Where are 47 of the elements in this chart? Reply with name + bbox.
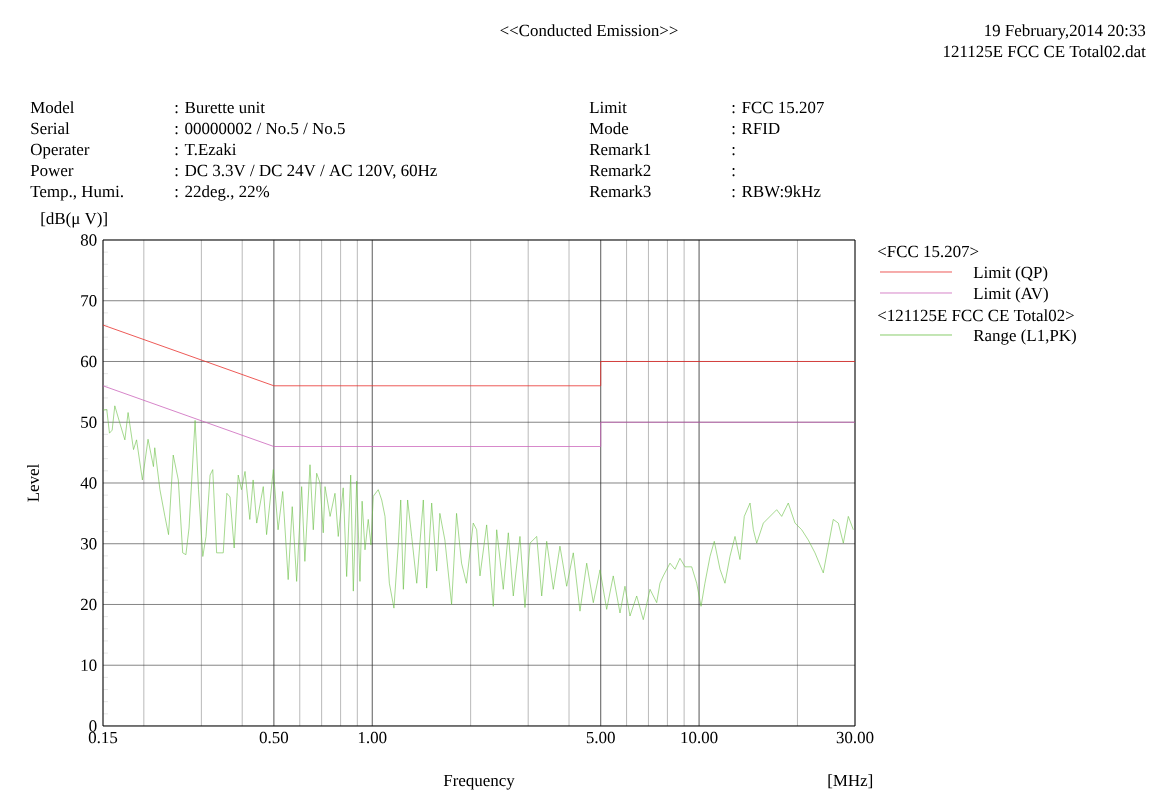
y-tick-label: 20 <box>80 598 97 611</box>
legend-label: Limit (AV) <box>973 287 1048 303</box>
y-tick-label: 60 <box>80 355 97 368</box>
y-tick-label: 10 <box>81 659 97 671</box>
x-axis-title: Frequency <box>443 774 515 790</box>
legend-label: Limit (QP) <box>973 266 1048 282</box>
text: [MHz] <box>828 774 873 789</box>
text: : T.Ezaki <box>175 143 237 156</box>
x-tick-label: 5.00 <box>586 731 615 744</box>
text: : Burette unit <box>175 101 265 114</box>
legend-title: <FCC 15.207> <box>878 245 979 258</box>
text: Mode <box>589 122 629 135</box>
x-tick-label: 30.00 <box>836 731 874 744</box>
text: 121125E FCC CE Total02.dat <box>943 45 1146 58</box>
x-tick-label: 1.00 <box>358 731 387 744</box>
text: : DC 3.3V / DC 24V / AC 120V, 60Hz <box>175 164 437 179</box>
text: 19 February,2014 20:33 <box>985 24 1146 40</box>
text: <121125E FCC CE Total02> <box>878 309 1074 322</box>
text: Serial <box>31 122 70 135</box>
text: : <box>732 147 735 156</box>
text: : 00000002 / No.5 / No.5 <box>175 122 345 135</box>
text: Remark2 <box>589 164 651 177</box>
y-tick-label: 30 <box>81 538 97 550</box>
text: : <box>732 168 735 177</box>
text: : 22deg., 22% <box>175 185 270 201</box>
text: Model <box>30 101 75 114</box>
text: Limit <box>589 101 627 114</box>
text: Remark3 <box>589 185 651 198</box>
text: Remark1 <box>589 143 651 156</box>
x-tick-label: 0.15 <box>88 731 118 744</box>
y-axis-title: Level <box>27 464 39 502</box>
x-tick-label: 0.50 <box>259 731 289 744</box>
y-tick-label: 80 <box>80 234 97 246</box>
text: [dB(μ V)] <box>41 212 107 228</box>
y-tick-label: 50 <box>81 416 97 428</box>
legend-label: Range (L1,PK) <box>973 329 1076 345</box>
y-tick-label: 0 <box>89 720 97 732</box>
x-tick-label: 10.00 <box>681 731 718 744</box>
y-tick-label: 70 <box>81 295 97 307</box>
y-tick-label: 40 <box>80 477 97 489</box>
text: : FCC 15.207 <box>732 101 824 114</box>
text: Power <box>30 164 74 177</box>
chart-title: <<Conducted Emission>> <box>500 24 678 37</box>
text: : RBW:9kHz <box>732 185 821 198</box>
text: Operater <box>30 143 90 159</box>
text: : RFID <box>732 122 780 135</box>
text: Temp., Humi. <box>30 185 123 201</box>
